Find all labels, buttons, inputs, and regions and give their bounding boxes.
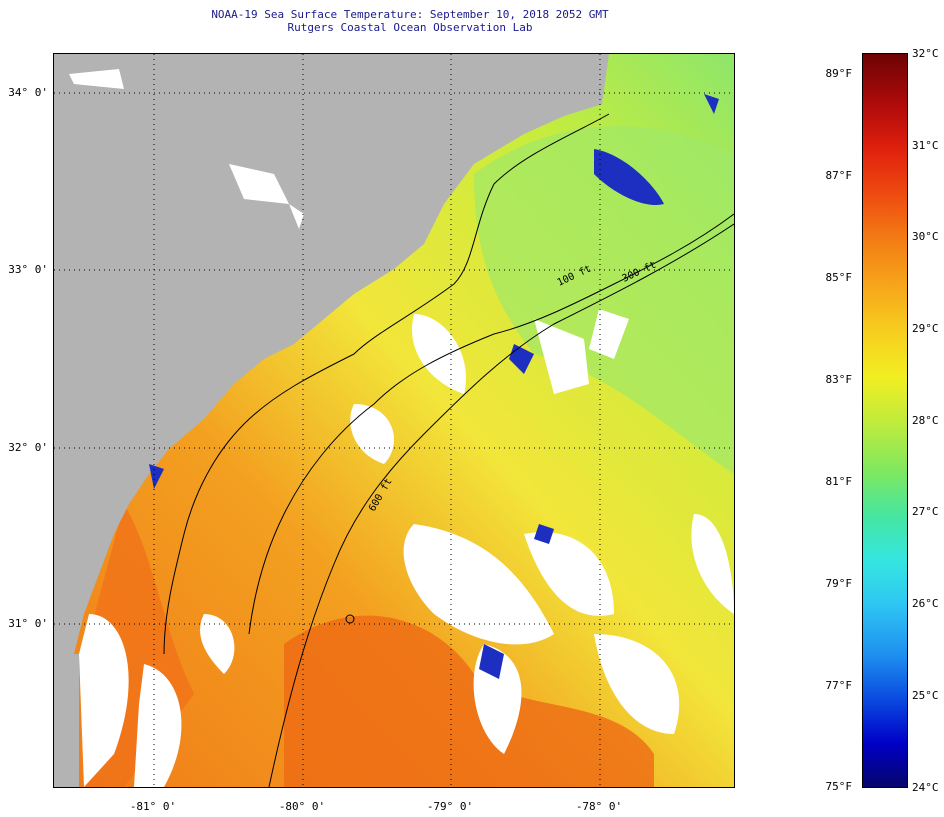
colorbar-f-79: 79°F bbox=[825, 577, 853, 590]
colorbar-c-25: 25°C bbox=[912, 689, 939, 702]
colorbar-c-29: 29°C bbox=[912, 322, 939, 335]
colorbar-c-30: 30°C bbox=[912, 230, 939, 243]
colorbar-f-81: 81°F bbox=[825, 475, 853, 488]
lat-label-32: 32° 0' bbox=[8, 441, 48, 454]
isobath-600ft bbox=[268, 223, 734, 787]
colorbar-c-31: 31°C bbox=[912, 139, 939, 152]
lon-label-79: -79° 0' bbox=[426, 800, 474, 813]
lon-label-78: -78° 0' bbox=[575, 800, 623, 813]
title-line-1: NOAA-19 Sea Surface Temperature: Septemb… bbox=[211, 8, 609, 21]
colorbar-f-75: 75°F bbox=[825, 780, 853, 793]
cold-water-patch bbox=[149, 94, 719, 679]
graticule bbox=[54, 54, 734, 787]
lon-label-81: -81° 0' bbox=[129, 800, 177, 813]
land-area bbox=[54, 654, 79, 787]
lat-label-34: 34° 0' bbox=[8, 86, 48, 99]
sst-map: 100 ft 300 ft 600 ft bbox=[53, 53, 735, 788]
warm-water-patch bbox=[284, 615, 654, 787]
colorbar-c-27: 27°C bbox=[912, 505, 939, 518]
lat-label-33: 33° 0' bbox=[8, 263, 48, 276]
colorbar-f-89: 89°F bbox=[825, 67, 853, 80]
colorbar-c-28: 28°C bbox=[912, 414, 939, 427]
colorbar-f-85: 85°F bbox=[825, 271, 853, 284]
colorbar-c-32: 32°C bbox=[912, 47, 939, 60]
title-line-2: Rutgers Coastal Ocean Observation Lab bbox=[287, 21, 533, 34]
colorbar-c-24: 24°C bbox=[912, 781, 939, 794]
temperature-colorbar bbox=[862, 53, 908, 788]
land-area bbox=[54, 54, 609, 787]
lat-label-31: 31° 0' bbox=[8, 617, 48, 630]
colorbar-f-77: 77°F bbox=[825, 679, 853, 692]
buoy-marker bbox=[345, 614, 355, 624]
isobath-300ft bbox=[248, 213, 734, 635]
colorbar-c-26: 26°C bbox=[912, 597, 939, 610]
sst-map-svg: 100 ft 300 ft 600 ft bbox=[54, 54, 734, 787]
cool-water-patch bbox=[474, 126, 734, 474]
lon-label-80: -80° 0' bbox=[278, 800, 326, 813]
colorbar-f-83: 83°F bbox=[825, 373, 853, 386]
cloud-cover bbox=[69, 69, 734, 787]
isobath-100ft bbox=[163, 113, 610, 655]
colorbar-f-87: 87°F bbox=[825, 169, 853, 182]
chart-title: NOAA-19 Sea Surface Temperature: Septemb… bbox=[0, 8, 820, 34]
